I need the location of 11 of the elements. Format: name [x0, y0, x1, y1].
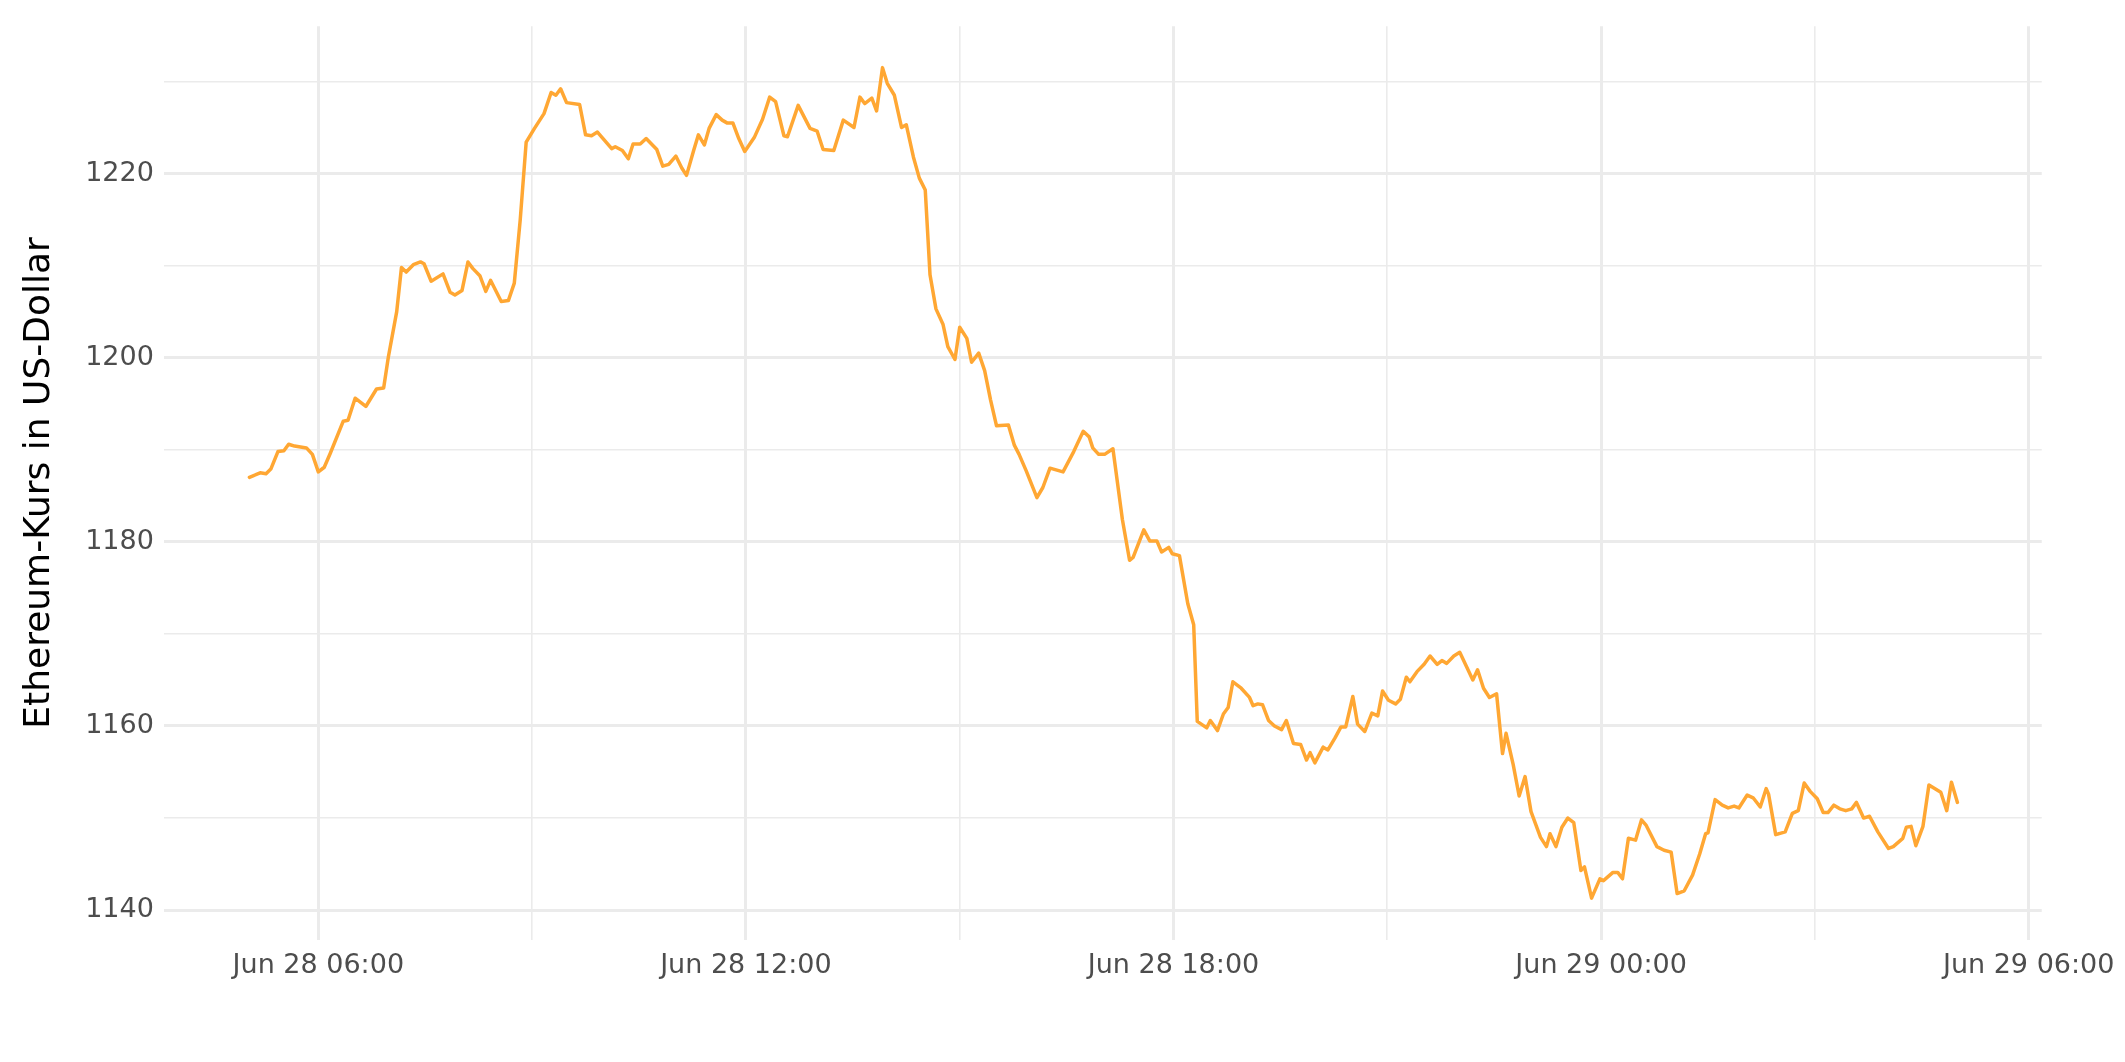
x-tick-label: Jun 28 18:00 — [1085, 947, 1260, 979]
x-tick-label: Jun 29 00:00 — [1513, 947, 1687, 979]
x-tick-label: Jun 28 12:00 — [658, 947, 832, 979]
y-tick-label: 1180 — [85, 523, 154, 555]
y-axis-title: Ethereum-Kurs in US-Dollar — [15, 236, 57, 729]
y-tick-label: 1200 — [85, 339, 154, 371]
x-tick-label: Jun 28 06:00 — [230, 947, 405, 979]
x-tick-label: Jun 29 06:00 — [1940, 947, 2115, 979]
y-tick-label: 1220 — [85, 155, 154, 187]
y-tick-label: 1160 — [85, 708, 154, 739]
y-tick-label: 1140 — [85, 892, 154, 924]
